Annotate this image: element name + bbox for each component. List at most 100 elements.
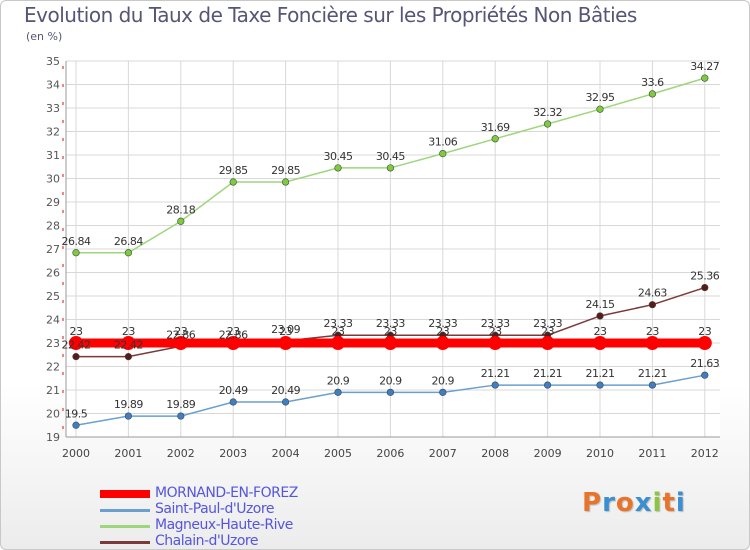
data-label: 23.09 [271,323,300,336]
data-point [72,421,80,429]
y-tick-label: 33 [46,102,60,115]
legend-label: Chalain-d'Uzore [155,533,258,549]
data-point [488,336,503,350]
x-tick-label: 2008 [481,447,509,460]
data-label: 23.33 [481,317,510,330]
data-label: 23.33 [428,317,457,330]
data-point [173,336,188,350]
data-label: 34.27 [690,60,719,73]
legend-label: MORNAND-EN-FOREZ [155,485,298,501]
logo-letter: r [602,488,616,518]
data-point [72,353,80,361]
x-tick-label: 2011 [638,447,666,460]
y-tick-label: 20 [46,408,60,421]
data-label: 30.45 [376,150,405,163]
data-point [386,388,395,396]
data-point [439,149,447,158]
data-label: 19.89 [166,398,195,411]
y-tick-label: 27 [46,243,60,256]
data-point [177,217,185,225]
data-label: 22.86 [166,328,195,341]
data-label: 23 [698,325,711,338]
data-point [697,336,712,350]
y-tick-label: 19 [46,431,60,444]
data-label: 23 [174,325,187,338]
data-label: 23 [646,325,659,338]
data-label: 19.5 [65,407,88,420]
logo-letter: i [675,488,686,518]
data-point [124,412,132,420]
x-tick-label: 2005 [324,447,352,460]
y-tick-label: 29 [46,196,60,209]
data-point [282,178,290,186]
y-tick-label: 34 [46,79,60,92]
data-point [701,371,709,379]
data-point [543,381,552,389]
data-point [72,249,80,257]
data-label: 23 [227,325,240,338]
data-point [701,74,709,82]
data-label: 21.63 [690,357,719,370]
data-label: 21.21 [638,367,667,380]
data-point [648,90,657,98]
x-tick-label: 2006 [376,447,404,460]
data-point [121,336,136,350]
data-point [596,381,604,389]
logo-letter: t [662,488,676,518]
data-point [648,301,657,309]
data-point [334,388,342,396]
data-label: 23.33 [533,317,562,330]
y-tick-label: 28 [46,220,60,233]
y-tick-label: 22 [46,361,60,374]
logo-letter: o [615,488,635,518]
data-label: 23 [332,325,345,338]
data-label: 29.85 [219,164,248,177]
data-label: 23 [384,325,397,338]
data-point [229,398,237,406]
data-point [648,381,657,389]
y-tick-label: 21 [46,384,60,397]
data-label: 32.95 [586,91,615,104]
y-tick-label: 25 [46,290,60,303]
y-tick-label: 26 [46,267,60,280]
data-label: 20.9 [327,374,350,387]
data-label: 23 [279,325,292,338]
legend-swatch [100,525,150,528]
data-label: 29.85 [271,164,300,177]
data-label: 23 [122,325,135,338]
data-label: 22.86 [219,328,248,341]
proxiti-logo: Proxiti [582,488,686,518]
legend-item: Chalain-d'Uzore [100,533,400,550]
data-point [334,164,342,172]
data-label: 21.21 [533,367,562,380]
data-point [383,336,398,350]
data-label: 33.6 [641,76,664,89]
data-point [596,105,604,113]
legend-item: MORNAND-EN-FOREZ [100,485,400,502]
data-point [439,388,447,396]
chart-unit-label: (en %) [26,30,63,43]
legend-item: Magneux-Haute-Rive [100,517,400,534]
data-point [124,353,132,361]
legend-swatch [100,509,150,512]
x-tick-label: 2000 [62,447,90,460]
data-point [491,381,499,389]
data-label: 24.15 [586,298,615,311]
data-label: 23.33 [376,317,405,330]
legend-label: Saint-Paul-d'Uzore [155,501,274,517]
y-tick-label: 24 [46,314,60,327]
line-chart: 19 20 21 22 23 24 25 26 27 28 29 30 31 32 33 34 35 2000 20… [46,55,720,460]
data-point [386,164,395,172]
data-label: 20.49 [271,384,300,397]
x-tick-label: 2004 [272,447,300,460]
data-point [331,336,345,350]
x-tick-label: 2003 [219,447,247,460]
data-point [226,336,241,350]
data-point [701,283,709,292]
data-point [491,135,499,143]
data-label: 22.42 [114,339,143,352]
x-tick-label: 2007 [429,447,457,460]
legend-swatch [100,541,150,544]
data-label: 20.9 [379,374,402,387]
x-tick-label: 2001 [114,447,142,460]
